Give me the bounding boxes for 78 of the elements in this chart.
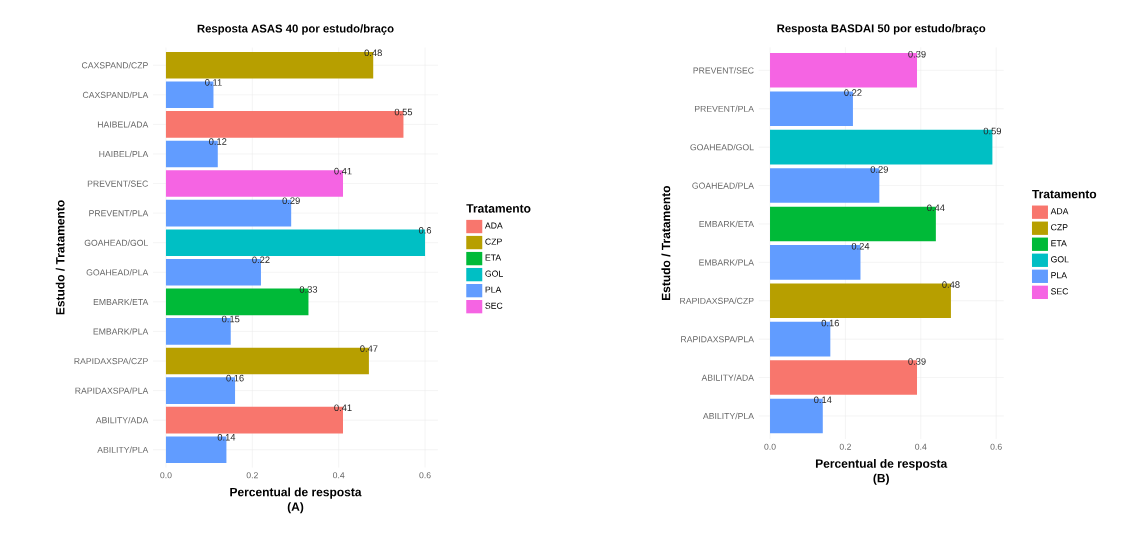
y-tick-label: RAPIDAXSPA/CZP bbox=[74, 357, 148, 365]
y-tick-label: ABILITY/PLA bbox=[97, 446, 149, 453]
data-label: 0.29 bbox=[870, 166, 888, 173]
y-tick-label: GOAHEAD/PLA bbox=[692, 182, 754, 189]
y-tick-label: EMBARK/ETA bbox=[93, 298, 149, 306]
legend-label: CZP bbox=[485, 238, 502, 245]
data-label: 0.44 bbox=[927, 204, 945, 212]
y-tick-label: ABILITY/ADA bbox=[95, 416, 149, 424]
data-label: 0.16 bbox=[821, 319, 839, 327]
x-axis-title: Percentual de resposta bbox=[230, 487, 362, 499]
legend-label: SEC bbox=[1051, 288, 1069, 295]
data-label: 0.11 bbox=[205, 79, 222, 86]
legend-label: ADA bbox=[1050, 208, 1069, 215]
legend-title: Tratamento bbox=[1032, 189, 1097, 199]
y-tick-label: HAIBEL/ADA bbox=[97, 121, 149, 128]
y-tick-label: PREVENT/PLA bbox=[694, 105, 754, 112]
data-label: 0.48 bbox=[942, 281, 960, 288]
data-label: 0.14 bbox=[217, 434, 236, 441]
y-tick-label: CAXSPAND/PLA bbox=[82, 91, 149, 98]
data-label: 0.6 bbox=[418, 226, 432, 234]
data-label: 0.12 bbox=[209, 138, 227, 145]
data-label: 0.24 bbox=[851, 242, 870, 250]
legend-label: GOL bbox=[485, 270, 503, 277]
legend-label: ETA bbox=[1051, 240, 1067, 247]
y-tick-label: HAIBEL/PLA bbox=[99, 150, 149, 158]
data-label: 0.29 bbox=[282, 197, 300, 204]
y-tick-label: GOAHEAD/GOL bbox=[690, 143, 754, 151]
y-tick-label: PREVENT/PLA bbox=[89, 209, 149, 217]
data-label: 0.16 bbox=[226, 374, 244, 382]
legend-label: CZP bbox=[1051, 224, 1068, 231]
legend-title: Tratamento bbox=[466, 204, 531, 213]
legend-label: PLA bbox=[1051, 272, 1067, 279]
data-label: 0.22 bbox=[252, 256, 270, 264]
data-label: 0.48 bbox=[364, 49, 382, 57]
x-tick-label: 0.4 bbox=[332, 472, 345, 479]
legend-label: SEC bbox=[485, 302, 503, 309]
y-tick-label: PREVENT/SEC bbox=[693, 67, 754, 74]
data-label: 0.41 bbox=[334, 404, 352, 412]
y-tick-label: EMBARK/ETA bbox=[699, 220, 754, 228]
data-label: 0.22 bbox=[844, 89, 862, 96]
data-label: 0.39 bbox=[908, 358, 926, 365]
x-tick-label: 0.2 bbox=[246, 472, 258, 479]
y-tick-label: RAPIDAXSPA/CZP bbox=[680, 297, 754, 304]
y-tick-label: GOAHEAD/GOL bbox=[84, 239, 149, 246]
data-label: 0.15 bbox=[222, 315, 240, 323]
legend-label: PLA bbox=[485, 286, 502, 293]
y-tick-label: RAPIDAXSPA/PLA bbox=[681, 335, 754, 343]
data-label: 0.55 bbox=[394, 108, 413, 116]
y-tick-label: GOAHEAD/PLA bbox=[86, 269, 149, 276]
x-tick-label: 0.4 bbox=[915, 443, 927, 450]
legend-label: ADA bbox=[484, 222, 503, 229]
legend-label: ETA bbox=[485, 254, 502, 261]
y-tick-label: PREVENT/SEC bbox=[87, 180, 148, 187]
x-tick-label: 0.6 bbox=[990, 443, 1002, 450]
data-label: 0.59 bbox=[983, 127, 1002, 135]
chart-title: Resposta BASDAI 50 por estudo/braço bbox=[777, 24, 986, 35]
data-label: 0.41 bbox=[334, 167, 352, 175]
data-label: 0.14 bbox=[814, 396, 832, 404]
data-label: 0.39 bbox=[908, 50, 926, 58]
x-tick-label: 0.2 bbox=[839, 443, 851, 450]
y-axis-title: Estudo / Tratamento bbox=[661, 185, 671, 301]
y-tick-label: EMBARK/PLA bbox=[699, 259, 754, 266]
data-label: 0.33 bbox=[299, 286, 318, 293]
legend-label: GOL bbox=[1051, 256, 1069, 263]
text: (A) bbox=[287, 502, 304, 514]
x-tick-label: 0.6 bbox=[419, 472, 431, 479]
x-tick-label: 0.0 bbox=[764, 443, 776, 450]
y-tick-label: EMBARK/PLA bbox=[93, 328, 149, 335]
text: (B) bbox=[873, 473, 889, 485]
x-axis-title: Percentual de resposta bbox=[815, 458, 948, 471]
data-label: 0.47 bbox=[360, 345, 378, 352]
y-tick-label: ABILITY/PLA bbox=[702, 412, 754, 420]
y-tick-label: ABILITY/ADA bbox=[701, 374, 754, 381]
y-tick-label: RAPIDAXSPA/PLA bbox=[75, 387, 149, 394]
x-tick-label: 0.0 bbox=[160, 472, 172, 479]
y-tick-label: CAXSPAND/CZP bbox=[81, 62, 148, 69]
y-axis-title: Estudo / Tratamento bbox=[55, 200, 65, 315]
chart-title: Resposta ASAS 40 por estudo/braço bbox=[197, 24, 394, 35]
